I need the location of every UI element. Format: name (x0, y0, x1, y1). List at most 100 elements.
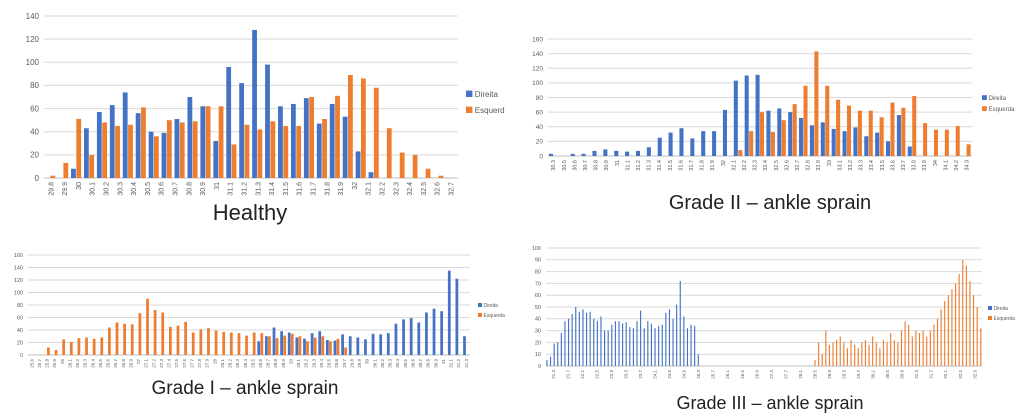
grade3-bar-esquerda (890, 332, 892, 366)
grade3-bar-esquerda (868, 344, 870, 366)
healthy-xtick-label: 31.1 (228, 182, 235, 196)
grade3-bar-direita (665, 312, 667, 366)
grade1-bar-direita (295, 337, 299, 355)
grade3-bar-direita (553, 343, 555, 366)
healthy-xtick-label: 30.4 (131, 182, 138, 196)
grade2-xtick-label: 33 (827, 160, 833, 166)
grade2-bar-esquerda (901, 107, 906, 156)
grade1-bar-esquerda (108, 327, 111, 355)
grade2-xtick-label: 31.9 (710, 160, 716, 171)
grade1-xtick-label: 27.1 (144, 359, 149, 368)
grade2-xtick-label: 31.1 (625, 160, 631, 171)
healthy-xtick-label: 29.9 (62, 182, 69, 196)
grade1-xtick-label: 27.4 (167, 359, 172, 368)
healthy-xtick-label: 32 (352, 182, 359, 190)
grade1-bar-esquerda (260, 333, 264, 356)
grade3-xtick-label: 25.3 (696, 370, 701, 379)
healthy-xtick-label: 31.3 (255, 182, 262, 196)
healthy-bar-esquerda (360, 78, 366, 178)
grade3-xtick-label: 30.1 (871, 370, 876, 379)
healthy-ytick-label: 80 (30, 81, 39, 90)
grade3-xtick-label: 25.7 (711, 370, 716, 379)
chart-grade1-title: Grade I – ankle sprain (151, 378, 339, 399)
grade3-ytick-label: 60 (535, 293, 541, 299)
healthy-legend-label-direita: Direita (475, 90, 499, 99)
grade1-bar-esquerda (207, 328, 210, 356)
grade1-bar-esquerda (290, 333, 294, 355)
healthy-xtick-label: 30.7 (173, 182, 180, 196)
grade3-bar-direita (593, 318, 595, 366)
grade3-bar-esquerda (915, 330, 917, 366)
grade1-xtick-label: 28 (212, 359, 217, 365)
grade3-bar-esquerda (904, 321, 906, 366)
grade1-xtick-label: 30.9 (433, 359, 438, 368)
grade2-bar-direita (886, 141, 891, 157)
grade2-xtick-label: 33.8 (912, 160, 918, 171)
healthy-bar-esquerda (386, 128, 392, 178)
grade2-ytick-label: 160 (532, 36, 543, 43)
grade3-bar-esquerda (908, 324, 910, 366)
healthy-xtick-label: 30.5 (145, 182, 152, 196)
grade1-xtick-label: 27.5 (174, 359, 179, 368)
grade1-bar-direita (379, 334, 383, 356)
healthy-bar-esquerda (348, 75, 353, 178)
grade2-xtick-label: 32.3 (753, 160, 759, 171)
grade1-bar-direita (409, 318, 413, 356)
grade1-xtick-label: 26.5 (98, 359, 103, 368)
grade3-bar-esquerda (872, 336, 874, 366)
grade1-bar-direita (364, 339, 367, 356)
grade1-xtick-label: 28.5 (250, 359, 255, 368)
grade2-ytick-label: 120 (532, 66, 543, 73)
healthy-bar-direita (83, 128, 89, 178)
grade1-xtick-label: 30.5 (403, 359, 408, 368)
grade1-bar-esquerda (229, 332, 233, 355)
grade3-bar-direita (647, 321, 649, 366)
grade1-xtick-label: 26.6 (106, 359, 111, 368)
healthy-bar-direita (355, 151, 361, 178)
grade2-xtick-label: 33.9 (922, 160, 928, 171)
grade1-bar-direita (303, 338, 306, 355)
grade3-bar-direita (654, 328, 656, 366)
grade2-xtick-label: 31 (615, 160, 621, 166)
healthy-bar-esquerda (153, 136, 159, 178)
grade3-bar-esquerda (879, 348, 881, 366)
grade2-xtick-label: 33.2 (848, 160, 854, 171)
grade1-xtick-label: 26.9 (128, 359, 133, 368)
grade3-bar-direita (683, 316, 685, 366)
grade1-xtick-label: 29.9 (357, 359, 362, 368)
grade2-bar-direita (864, 136, 869, 156)
grade3-ytick-label: 90 (535, 258, 541, 264)
grade1-bar-esquerda (321, 336, 325, 355)
grade3-bar-esquerda (857, 348, 859, 366)
grade3-bar-direita (672, 318, 674, 366)
grade1-bar-direita (402, 319, 405, 356)
grade1-bar-esquerda (237, 333, 241, 356)
grade1-bar-esquerda (329, 341, 332, 355)
grade2-bar-direita (625, 151, 630, 156)
grade2-bar-direita (690, 138, 695, 156)
grade2-xtick-label: 31.3 (647, 160, 653, 171)
healthy-bar-direita (96, 112, 102, 178)
grade3-ytick-label: 50 (535, 305, 541, 311)
grade3-bar-direita (625, 322, 627, 366)
grade2-bar-direita (853, 127, 858, 156)
grade2-bar-esquerda (923, 123, 928, 156)
grade1-xtick-label: 29.3 (311, 359, 316, 368)
grade1-xtick-label: 27.2 (151, 359, 156, 368)
grade2-bar-direita (712, 131, 717, 156)
grade1-xtick-label: 31.3 (464, 359, 469, 368)
grade3-xtick-label: 22.5 (594, 370, 599, 379)
grade3-bar-direita (650, 323, 652, 366)
grade2-bar-direita (668, 132, 673, 156)
grade3-bar-direita (697, 354, 699, 366)
grade3-xtick-label: 23.3 (624, 370, 629, 379)
grade3-bar-esquerda (836, 340, 838, 366)
grade1-bar-direita (341, 334, 344, 356)
grade3-bar-direita (676, 304, 678, 366)
grade1-bar-esquerda (298, 336, 302, 355)
healthy-bar-direita (252, 29, 257, 178)
grade2-ytick-label: 60 (536, 109, 544, 116)
grade1-ytick-label: 0 (20, 353, 23, 359)
grade3-bar-direita (596, 321, 598, 366)
grade3-xtick-label: 24.1 (653, 370, 658, 379)
